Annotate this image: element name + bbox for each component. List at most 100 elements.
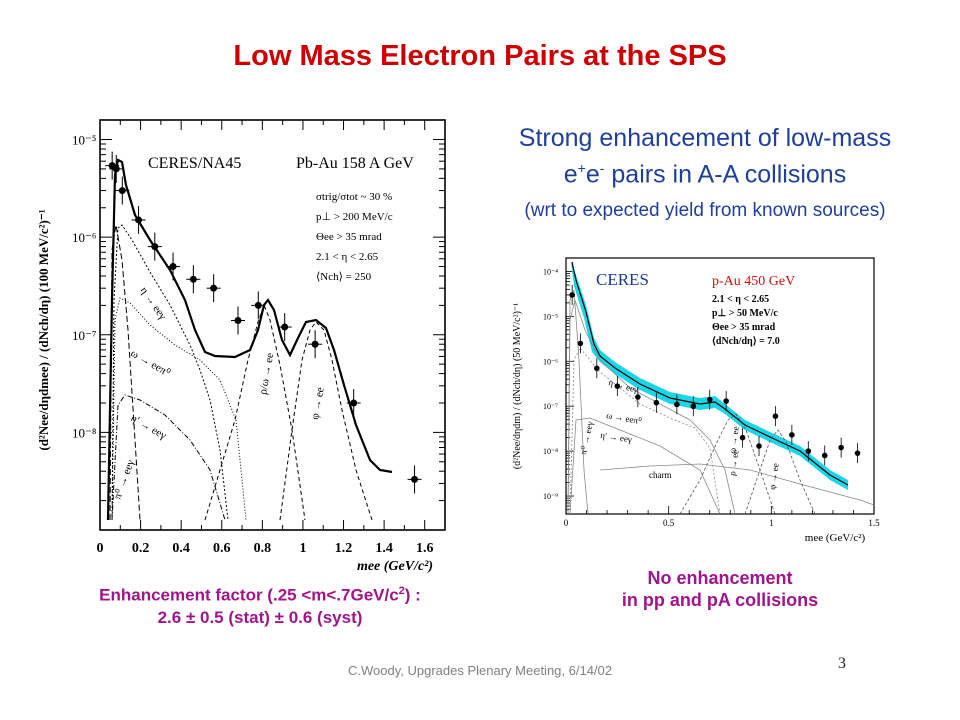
pbau-ytick-label: 10⁻⁵ (72, 133, 96, 148)
pbau-cut-label: 2.1 < η < 2.65 (316, 251, 379, 263)
pau-xtick-label: 1.5 (868, 518, 880, 528)
pau-data-point (723, 398, 729, 404)
pau-ytick-label: 10⁻⁶ (543, 357, 558, 366)
pau-data-point (569, 292, 575, 298)
pbau-xtick-label: 1.6 (416, 541, 434, 556)
pbau-chart-svg: (d²Nee/dηdmee) / (dNch/dη) (100 MeV/c²)⁻… (36, 119, 446, 574)
pau-ylabel: (d²Nee/dηdm) / (dNch/dη) (50 MeV/c²)⁻¹ (512, 303, 523, 469)
pau-label-rho: ρ → ee (727, 449, 741, 476)
pau-cut-label: p⊥ > 50 MeV/c (712, 308, 778, 319)
pau-cocktail-line (571, 261, 849, 486)
left-caption-a: Enhancement factor (.25 <m<.7GeV/c (99, 585, 399, 605)
pau-data-point (614, 383, 621, 389)
pau-ytick-label: 10⁻⁸ (543, 447, 558, 456)
headline-tail: pairs in A-A collisions (604, 160, 847, 189)
pau-label-phi: φ → ee (767, 462, 781, 490)
pbau-data-point (118, 187, 126, 195)
pau-data-point (805, 448, 812, 454)
pau-label-etaprime: η' → eeγ (600, 430, 633, 444)
pbau-pi0-curve (109, 224, 141, 521)
pbau-total-cocktail (106, 158, 393, 521)
headline-sup-plus: + (577, 160, 586, 176)
pau-charm-curve (599, 463, 875, 506)
pbau-label-omega: ω → eeπ⁰ (129, 347, 173, 379)
pau-data-point (653, 399, 660, 406)
pau-system-label: p-Au 450 GeV (712, 274, 795, 289)
pau-data-point (854, 450, 861, 456)
pau-ytick-label: 10⁻⁵ (543, 312, 558, 321)
pbau-etaprime-curve (111, 394, 226, 521)
pbau-ytick-label: 10⁻⁸ (72, 425, 97, 440)
pbau-data-point (350, 399, 358, 407)
pau-data-point (772, 413, 779, 419)
pbau-cut-label: Θee > 35 mrad (316, 231, 382, 243)
pbau-data-point (411, 475, 419, 483)
pbau-ytick-label: 10⁻⁷ (72, 328, 96, 343)
pau-cut-label: 2.1 < η < 2.65 (712, 294, 769, 305)
pau-data-point (706, 396, 713, 403)
pau-pi0-curve (567, 289, 589, 515)
pau-data-point (838, 444, 844, 451)
pbau-data-point (135, 216, 143, 224)
left-caption-b: ) : (404, 585, 421, 605)
right-caption-line1: No enhancement (647, 568, 793, 588)
pau-data-point (690, 403, 697, 410)
pau-ytick-label: 10⁻⁷ (543, 402, 558, 411)
pbau-data-point (311, 340, 319, 348)
pau-eta-curve (567, 298, 736, 515)
pau-data-point (635, 394, 641, 400)
pau-label-charm: charm (649, 470, 672, 480)
pbau-data-point (254, 301, 262, 309)
pau-cut-label: Θee > 35 mrad (712, 322, 776, 333)
pbau-system-label: Pb-Au 158 A GeV (296, 155, 414, 172)
pbau-xtick-label: 1.2 (335, 541, 353, 556)
headline-line3: (wrt to expected yield from known source… (524, 200, 886, 221)
pau-cut-label: ⟨dNch/dη⟩ = 7.0 (712, 336, 780, 347)
pau-data-point (577, 340, 584, 347)
pbau-cut-label: σtrig/σtot ~ 30 % (316, 191, 392, 203)
pau-etaprime-curve (569, 417, 721, 515)
left-caption-line1: Enhancement factor (.25 <m<.7GeV/c2) : (60, 585, 460, 606)
pau-label-omega-ee: ω → ee (727, 426, 741, 455)
pau-phi-curve (744, 429, 816, 515)
headline-e1: e (563, 160, 578, 189)
pau-chart-svg: (d²Nee/dηdm) / (dNch/dη) (50 MeV/c²)⁻¹ 1… (512, 257, 880, 544)
pbau-data-point (234, 316, 242, 324)
pbau-plot-frame (99, 119, 446, 531)
pau-xlabel: mee (GeV/c²) (805, 532, 866, 544)
pbau-xtick-label: 0.6 (213, 541, 231, 556)
pbau-label-phi: φ → ee (309, 386, 327, 420)
slide-title: Low Mass Electron Pairs at the SPS (233, 40, 727, 72)
pbau-data-point (189, 275, 197, 283)
pau-data-point (594, 365, 600, 372)
pau-ytick-label: 10⁻⁴ (543, 267, 558, 276)
pbau-data-point (281, 323, 289, 331)
pbau-xtick-label: 0 (97, 541, 104, 556)
pbau-xtick-label: 1 (299, 541, 306, 556)
pau-experiment-label: CERES (596, 270, 649, 289)
pbau-label-pi0: π⁰ → eeγ (112, 458, 137, 501)
page-number: 3 (838, 655, 846, 672)
pau-data-point (789, 432, 795, 438)
pau-xtick-label: 1 (769, 518, 774, 528)
pau-data-point (674, 401, 680, 408)
pbau-xlabel: mee (GeV/c²) (357, 559, 433, 574)
headline-e2: e (585, 160, 600, 189)
headline-line2: e+e- pairs in A-A collisions (470, 160, 940, 189)
left-caption-sup: 2 (398, 585, 405, 597)
pbau-ylabel: (d²Nee/dηdmee) / (dNch/dη) (100 MeV/c²)⁻… (36, 209, 51, 450)
pau-xtick-label: 0 (564, 518, 569, 528)
pbau-cut-label: ⟨Nch⟩ = 250 (316, 271, 372, 283)
pbau-data-point (112, 165, 120, 173)
pbau-xtick-label: 0.8 (254, 541, 272, 556)
pbau-data-point (169, 263, 177, 271)
headline-line1: Strong enhancement of low-mass (518, 124, 892, 152)
pau-label-pi0: π⁰ → eeγ (578, 420, 595, 455)
pau-data-point (821, 452, 828, 459)
pbau-eta-curve (111, 224, 229, 521)
pau-ytick-label: 10⁻⁹ (543, 492, 558, 501)
pbau-cut-label: p⊥ > 200 MeV/c (316, 211, 393, 223)
pau-data-point (739, 434, 746, 441)
pau-data-point (756, 443, 762, 449)
pbau-label-eta: η → eeγ (138, 285, 169, 322)
